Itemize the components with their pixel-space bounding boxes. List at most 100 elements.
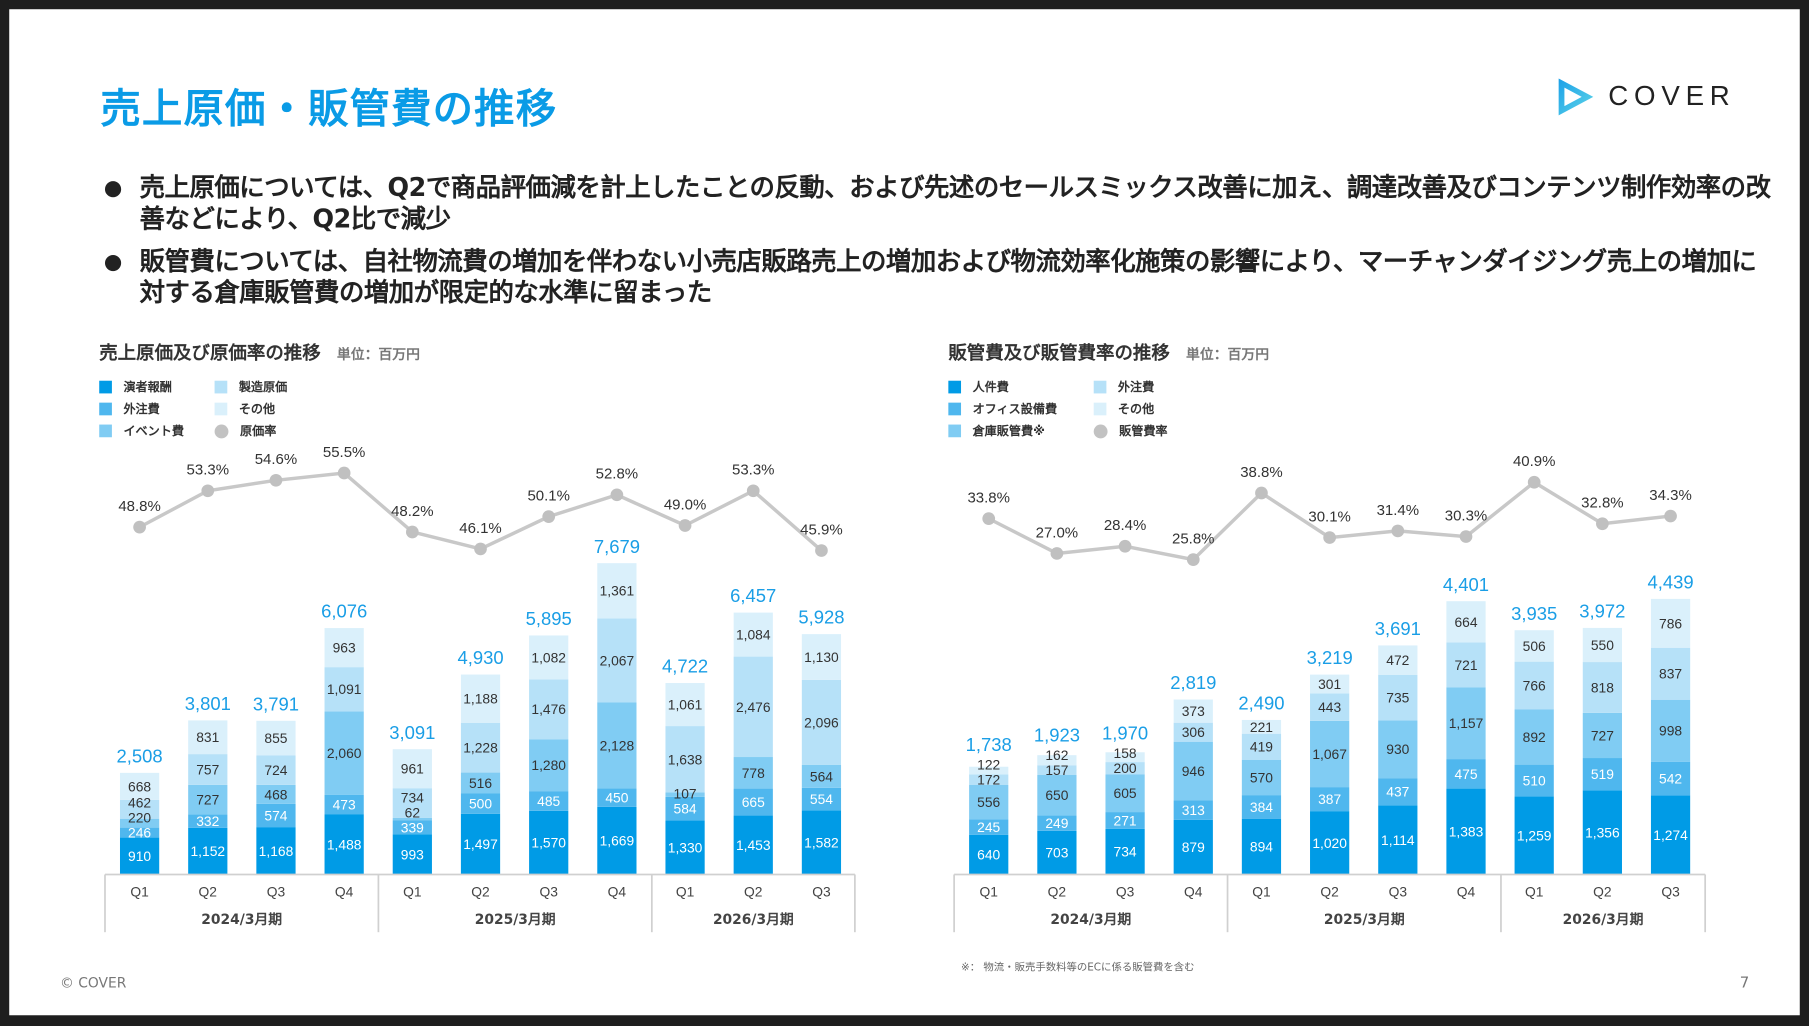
legend-swatch [1093,380,1107,394]
segment-label: 721 [1454,657,1477,673]
segment-label: 1,082 [531,649,566,665]
legend-label: イベント費 [123,424,185,439]
segment-label: 249 [1045,815,1068,831]
segment-label: 1,259 [1517,827,1552,843]
segment-label: 1,488 [327,836,362,852]
bar-segment [324,814,364,875]
legend-swatch [99,380,112,394]
bar-segment [1105,762,1145,775]
rate-label: 31.4% [1377,502,1420,519]
segment-label: 2,096 [804,714,839,730]
segment-label: 1,638 [668,751,703,767]
rate-point [1118,539,1132,553]
segment-label: 1,453 [736,837,771,853]
slide: 売上原価・販管費の推移 COVER 売上原価については、Q2で商品評価減を計上し… [9,9,1800,1016]
bar-segment [597,702,637,789]
segment-label: 584 [674,801,697,817]
segment-label: 1,669 [600,833,635,849]
rate-label: 30.1% [1308,508,1351,525]
bar-segment [119,772,160,800]
segment-label: 510 [1523,772,1546,788]
rate-label: 27.0% [1036,524,1079,541]
segment-label: 664 [1454,614,1477,630]
rate-label: 28.4% [1104,517,1147,534]
segment-label: 766 [1523,677,1546,693]
bar-segment [1582,627,1622,663]
segment-label: 892 [1523,729,1546,745]
x-tick-label: Q1 [403,883,422,899]
rate-label: 54.6% [255,451,298,468]
total-label: 1,970 [1102,722,1148,743]
segment-label: 443 [1318,699,1341,715]
segment-label: 1,582 [804,834,839,850]
segment-label: 640 [977,847,1000,863]
segment-label: 946 [1182,763,1205,779]
segment-label: 665 [742,794,765,810]
segment-label: 200 [1114,760,1137,776]
rate-point [201,484,215,498]
segment-label: 221 [1250,719,1273,735]
bar-segment [1446,642,1486,688]
legend-swatch [214,380,228,394]
segment-label: 384 [1250,799,1273,815]
bar-segment [969,774,1009,785]
bar-segment [460,813,501,875]
bar-segment [460,793,501,814]
bar-segment [597,618,637,703]
rate-label: 53.3% [732,462,775,479]
bar-segment [1173,800,1213,820]
segment-label: 339 [401,819,424,835]
rate-line [138,471,823,552]
bar-segment [1105,752,1145,763]
bar-segment [1310,674,1350,694]
bar-segment [733,612,773,657]
legend-label: 外注費 [123,402,160,417]
x-tick-label: Q4 [1184,883,1203,899]
segment-label: 734 [401,789,424,805]
bar-segment [1310,720,1350,788]
rate-point [542,510,556,523]
rate-label: 48.8% [118,498,161,515]
bar-segment [1650,761,1691,796]
bar-segment [1378,674,1418,721]
bar-segment [188,827,228,875]
bar-segment [1037,765,1077,775]
segment-label: 220 [128,810,151,826]
segment-label: 1,274 [1653,827,1688,843]
segment-label: 2,067 [600,652,635,668]
segment-label: 879 [1182,839,1205,855]
segment-label: 1,157 [1449,715,1484,731]
segment-label: 778 [742,765,765,781]
bar-segment [188,814,228,828]
bar-segment [1582,712,1622,759]
segment-label: 550 [1591,637,1614,653]
rate-label: 55.5% [323,444,366,461]
bar-segment [969,834,1009,875]
bullet-text: 売上原価については、Q2で商品評価減を計上したことの反動、および先述のセールスミ… [139,174,1771,235]
segment-label: 605 [1114,785,1137,801]
bar-segment [1037,830,1077,875]
segment-label: 162 [1045,747,1068,763]
x-tick-label: Q1 [979,883,998,899]
rate-point [815,544,828,557]
x-tick-label: Q1 [676,883,695,899]
total-label: 3,935 [1511,603,1557,624]
segment-label: 271 [1114,812,1137,828]
legend-label: 外注費 [1117,380,1155,395]
bar-segment [119,837,160,875]
legend-label: 演者報酬 [123,380,172,395]
segment-label: 668 [128,778,151,794]
bar-segment [1582,790,1622,875]
segment-label: 516 [469,775,492,791]
bar-segment [597,788,637,807]
bar-segment [665,792,705,797]
segment-label: 172 [977,772,1000,788]
bar-segment [733,815,773,875]
segment-label: 500 [469,796,492,812]
segment-label: 703 [1045,845,1068,861]
legend-swatch [99,424,112,438]
bar-segment [1378,720,1418,779]
total-label: 3,219 [1307,647,1353,668]
